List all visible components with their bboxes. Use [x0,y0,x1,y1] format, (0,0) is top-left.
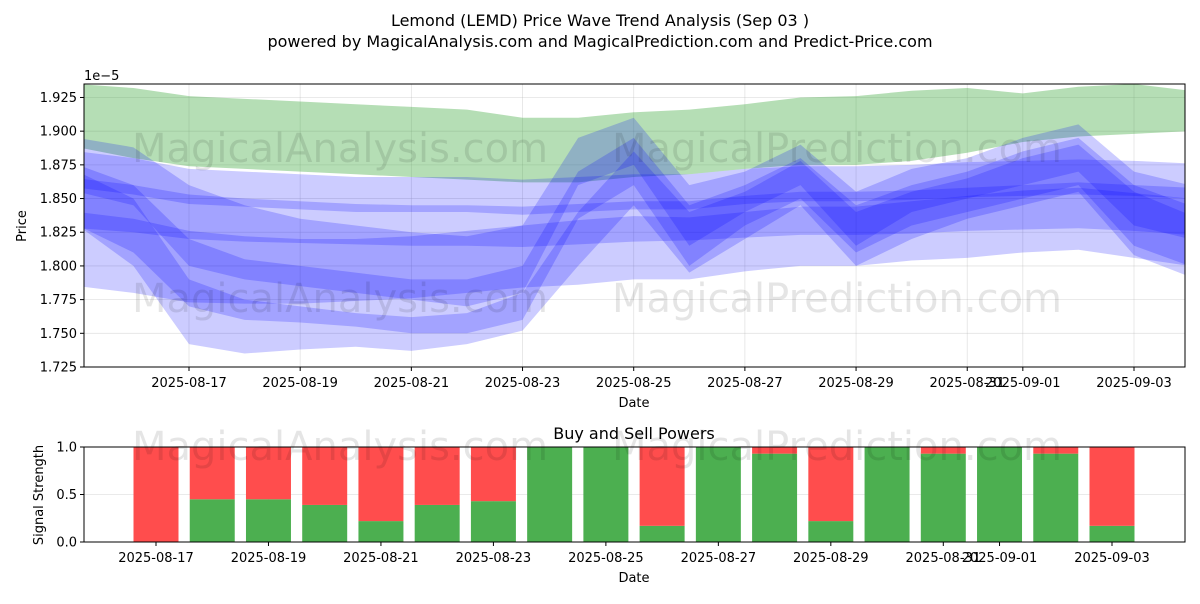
buy-bar [245,499,291,542]
buy-bar [189,499,235,542]
signal-y-tick-label: 1.0 [56,441,77,456]
signal-x-tick-label: 2025-08-19 [231,551,307,566]
price-y-tick-label: 1.725 [40,361,77,376]
buy-bar [470,501,516,542]
price-band-blue [84,179,1185,248]
sell-bar [752,447,798,454]
watermark-prediction: MagicalPrediction.com [612,126,1062,172]
sell-bar [133,447,179,542]
signal-x-tick-label: 2025-09-01 [962,551,1038,566]
price-x-axis-label: Date [618,396,649,411]
price-plot-frame [83,83,1186,368]
sell-bar [358,447,404,522]
price-band-blue [84,187,1185,304]
watermark-analysis: MagicalAnalysis.com [132,126,548,172]
price-watermarks: MagicalAnalysis.com MagicalPrediction.co… [132,126,1062,322]
buy-bar [527,447,573,542]
price-y-tick-label: 1.750 [40,327,77,342]
signal-y-tick-label: 0.0 [56,536,77,551]
price-y-tick-label: 1.800 [40,259,77,274]
price-band-blue [84,137,1185,334]
signal-y-ticks: 0.0 0.5 1.0 [56,441,84,551]
sell-bar [808,447,854,522]
buy-bar [1033,453,1079,542]
chart-subtitle: powered by MagicalAnalysis.com and Magic… [267,32,932,51]
sell-bar [302,447,348,505]
price-x-tick-label: 2025-08-31 [929,376,1005,391]
price-band-blue [84,144,1185,354]
signal-x-tick-label: 2025-08-25 [568,551,644,566]
watermark-analysis-2: MagicalAnalysis.com [132,276,548,322]
sell-bar [245,447,291,500]
price-y-tick-label: 1.925 [40,91,77,106]
buy-bar [920,453,966,542]
price-x-tick-label: 2025-09-01 [985,376,1061,391]
sell-bar [189,447,235,500]
signal-x-tick-label: 2025-08-31 [906,551,982,566]
buy-bar [808,521,854,542]
price-x-tick-label: 2025-08-19 [262,376,338,391]
price-band-blue [84,117,1185,307]
price-x-tick-label: 2025-08-21 [374,376,450,391]
signal-x-tick-label: 2025-08-27 [681,551,757,566]
price-y-tick-label: 1.850 [40,192,77,207]
price-y-tick-label: 1.875 [40,158,77,173]
price-x-tick-label: 2025-08-29 [818,376,894,391]
price-wave-bands [84,84,1185,354]
price-y-tick-label: 1.825 [40,226,77,241]
signal-x-axis-label: Date [618,571,649,586]
price-x-tick-label: 2025-08-25 [596,376,672,391]
price-y-tick-label: 1.775 [40,293,77,308]
price-x-tick-label: 2025-09-03 [1096,376,1172,391]
sell-bar [470,447,516,502]
chart-title: Lemond (LEMD) Price Wave Trend Analysis … [391,11,809,30]
price-x-tick-label: 2025-08-23 [485,376,561,391]
buy-bar [302,504,348,542]
signal-y-axis-label: Signal Strength [32,445,47,545]
signal-x-ticks: 2025-08-17 2025-08-19 2025-08-21 2025-08-23… [118,542,1150,566]
price-offset-label: 1e−5 [84,69,119,84]
buy-bar [752,453,798,542]
signal-x-tick-label: 2025-08-23 [456,551,532,566]
sell-bar [920,447,966,454]
signal-x-tick-label: 2025-08-21 [343,551,419,566]
buy-bar [358,521,404,542]
signal-bars [133,447,1135,542]
watermark-prediction-2: MagicalPrediction.com [612,276,1062,322]
buy-bar [639,525,685,542]
price-grid [84,84,1185,368]
buy-bar [583,447,629,542]
price-band-green [84,84,1185,183]
price-x-ticks: 2025-08-17 2025-08-19 2025-08-21 2025-08-23… [151,367,1172,391]
signal-y-tick-label: 0.5 [56,488,77,503]
sell-bar [414,447,460,505]
price-y-tick-label: 1.900 [40,125,77,140]
price-band-blue [84,152,1185,215]
sell-bar [639,447,685,526]
buy-bar [977,447,1023,542]
signal-x-tick-label: 2025-08-29 [793,551,869,566]
price-y-axis-label: Price [15,210,30,242]
signal-x-tick-label: 2025-08-17 [118,551,194,566]
buy-bar [864,447,910,542]
price-x-tick-label: 2025-08-17 [151,376,227,391]
sell-bar [1089,447,1135,526]
buy-bar [1089,525,1135,542]
buy-bar [695,447,741,542]
signal-x-tick-label: 2025-09-03 [1074,551,1150,566]
buy-bar [414,504,460,542]
price-y-ticks: 1.725 1.750 1.775 1.800 1.825 1.850 1.875 1.900… [40,91,84,376]
price-x-tick-label: 2025-08-27 [707,376,783,391]
signal-chart-title: Buy and Sell Powers [553,424,715,443]
sell-bar [1033,447,1079,454]
